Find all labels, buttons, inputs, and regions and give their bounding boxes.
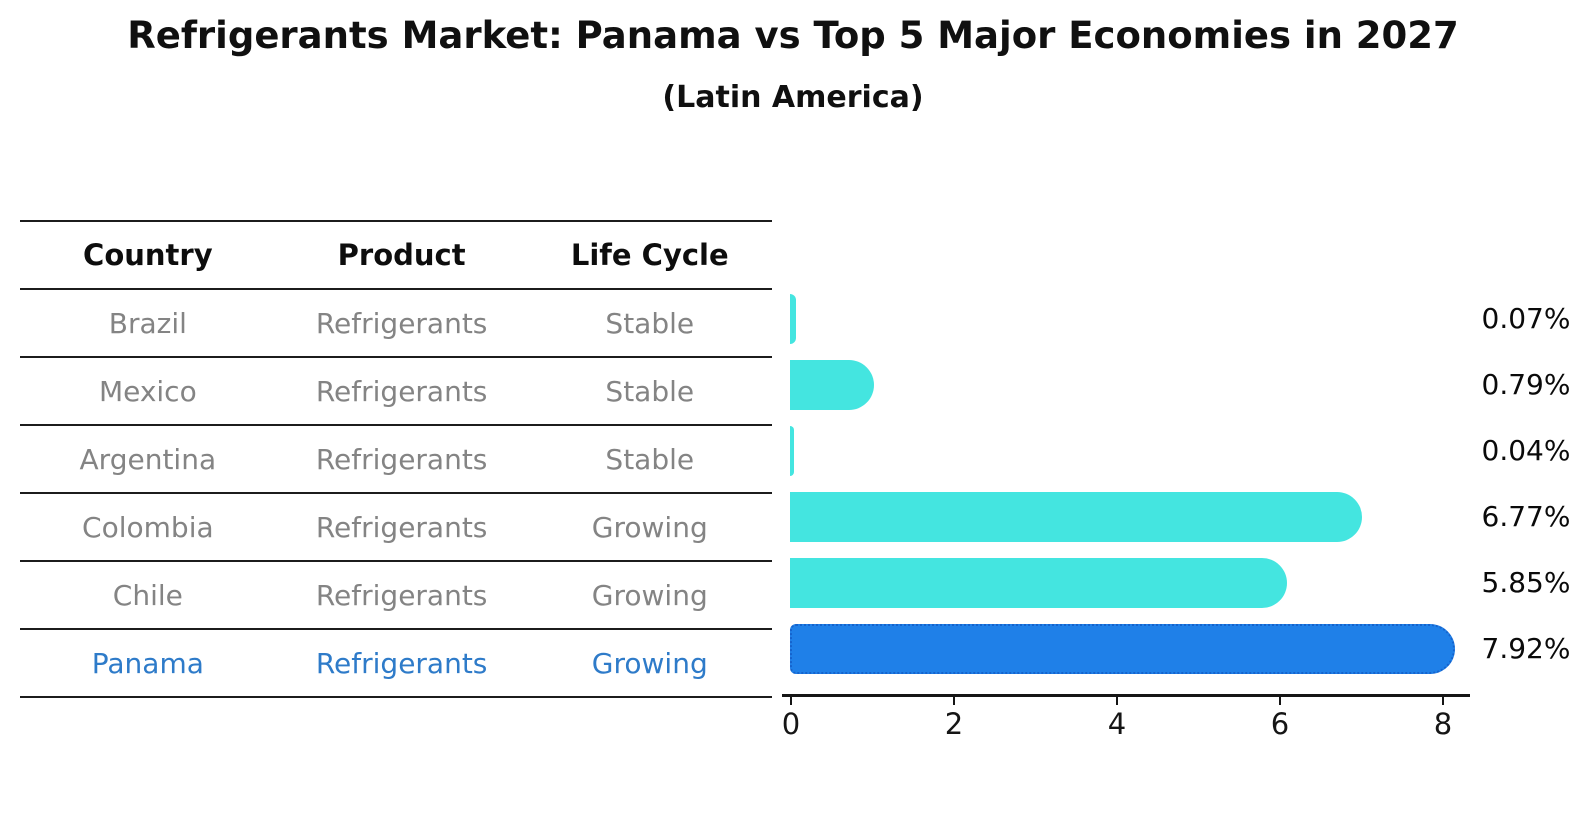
bar-mexico <box>790 360 875 410</box>
x-tick-mark-8 <box>1441 696 1445 705</box>
chile-product-cell: Refrigerants <box>315 578 488 612</box>
chile-country-cell: Chile <box>112 578 183 612</box>
brazil-country-cell: Brazil <box>108 306 187 340</box>
mexico-life-cycle-cell: Stable <box>605 374 695 408</box>
table-row-chile: Chile Refrigerants Growing <box>20 560 772 628</box>
x-tick-label-2: 2 <box>944 707 964 741</box>
table-header-row: Country Product Life Cycle <box>20 220 772 288</box>
colombia-country-cell: Colombia <box>82 510 214 544</box>
argentina-life-cycle-cell: Stable <box>605 442 695 476</box>
x-tick-mark-2 <box>952 696 956 705</box>
chart-title: Refrigerants Market: Panama vs Top 5 Maj… <box>127 14 1459 57</box>
value-label-chile: 5.85% <box>1481 566 1571 599</box>
value-label-brazil: 0.07% <box>1481 302 1571 335</box>
brazil-life-cycle-cell: Stable <box>605 306 695 340</box>
x-tick-label-6: 6 <box>1270 707 1290 741</box>
value-label-colombia: 6.77% <box>1481 500 1571 533</box>
mexico-product-cell: Refrigerants <box>315 374 488 408</box>
table-row-panama: Panama Refrigerants Growing <box>20 628 772 698</box>
x-axis-line <box>782 694 1470 697</box>
bar-chile <box>790 558 1287 608</box>
panama-product-cell: Refrigerants <box>315 646 488 680</box>
mexico-country-cell: Mexico <box>98 374 197 408</box>
table-row-brazil: Brazil Refrigerants Stable <box>20 288 772 356</box>
x-tick-mark-4 <box>1115 696 1119 705</box>
panama-life-cycle-cell: Growing <box>591 646 708 680</box>
x-tick-label-8: 8 <box>1433 707 1453 741</box>
value-label-argentina: 0.04% <box>1481 434 1571 467</box>
table-row-argentina: Argentina Refrigerants Stable <box>20 424 772 492</box>
bar-argentina <box>790 426 794 476</box>
table-row-mexico: Mexico Refrigerants Stable <box>20 356 772 424</box>
argentina-product-cell: Refrigerants <box>315 442 488 476</box>
column-header-life-cycle: Life Cycle <box>570 238 729 272</box>
colombia-product-cell: Refrigerants <box>315 510 488 544</box>
bar-panama <box>790 624 1456 674</box>
brazil-product-cell: Refrigerants <box>315 306 488 340</box>
x-tick-label-0: 0 <box>781 707 801 741</box>
x-tick-label-4: 4 <box>1107 707 1127 741</box>
country-table: Country Product Life Cycle Brazil Refrigeran… <box>20 220 772 698</box>
chile-life-cycle-cell: Growing <box>591 578 708 612</box>
x-tick-mark-6 <box>1278 696 1282 705</box>
argentina-country-cell: Argentina <box>79 442 217 476</box>
bar-brazil <box>790 294 796 344</box>
value-label-panama: 7.92% <box>1481 632 1571 665</box>
panama-country-cell: Panama <box>91 646 204 680</box>
column-header-product: Product <box>337 238 466 272</box>
x-tick-mark-0 <box>789 696 793 705</box>
table-row-colombia: Colombia Refrigerants Growing <box>20 492 772 560</box>
value-label-mexico: 0.79% <box>1481 368 1571 401</box>
column-header-country: Country <box>83 238 213 272</box>
chart-subtitle: (Latin America) <box>662 80 924 115</box>
colombia-life-cycle-cell: Growing <box>591 510 708 544</box>
bar-colombia <box>790 492 1362 542</box>
